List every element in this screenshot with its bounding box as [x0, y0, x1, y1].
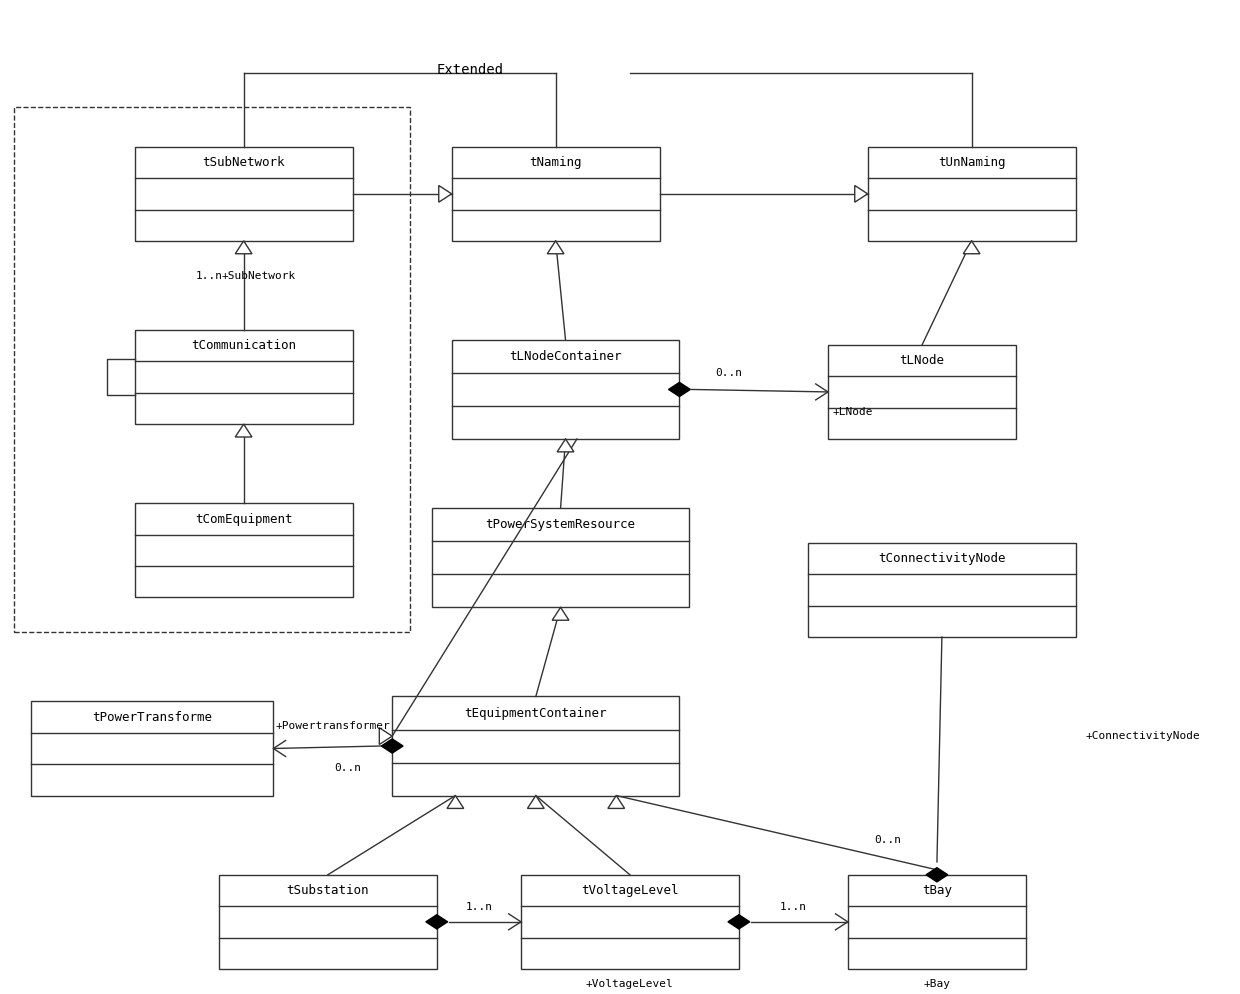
- Text: +ConnectivityNode: +ConnectivityNode: [1085, 732, 1200, 742]
- Text: tSubNetwork: tSubNetwork: [202, 156, 285, 169]
- Text: 0..n: 0..n: [334, 762, 361, 772]
- Bar: [868, 147, 1075, 241]
- Polygon shape: [527, 795, 544, 808]
- Bar: [848, 875, 1025, 969]
- Polygon shape: [425, 914, 448, 929]
- Text: 0..n: 0..n: [874, 835, 901, 845]
- Text: tUnNaming: tUnNaming: [937, 156, 1006, 169]
- Bar: [432, 508, 689, 607]
- Text: tSubstation: tSubstation: [286, 884, 370, 897]
- Text: tNaming: tNaming: [529, 156, 582, 169]
- Text: 0..n: 0..n: [715, 368, 743, 378]
- Polygon shape: [854, 186, 868, 202]
- Polygon shape: [608, 795, 625, 808]
- Bar: [808, 543, 1075, 637]
- Text: tBay: tBay: [923, 884, 952, 897]
- Bar: [135, 147, 352, 241]
- Text: tCommunication: tCommunication: [191, 339, 296, 352]
- Text: 1..n: 1..n: [780, 902, 807, 911]
- Polygon shape: [552, 607, 569, 620]
- Polygon shape: [446, 795, 464, 808]
- Text: tLNode: tLNode: [899, 354, 945, 367]
- Polygon shape: [381, 739, 403, 753]
- Polygon shape: [728, 914, 750, 929]
- Bar: [135, 330, 352, 424]
- Text: tLNodeContainer: tLNodeContainer: [510, 350, 621, 363]
- Bar: [14, 107, 410, 632]
- Polygon shape: [547, 241, 564, 253]
- Text: 1..n: 1..n: [196, 270, 222, 280]
- Text: +Powertransformer: +Powertransformer: [275, 722, 391, 732]
- Bar: [828, 345, 1017, 439]
- Text: tPowerTransforme: tPowerTransforme: [92, 711, 212, 724]
- Bar: [451, 340, 680, 439]
- Polygon shape: [926, 868, 947, 882]
- Polygon shape: [439, 186, 451, 202]
- Text: tPowerSystemResource: tPowerSystemResource: [486, 518, 636, 532]
- Polygon shape: [668, 383, 691, 397]
- Bar: [451, 147, 660, 241]
- Text: +VoltageLevel: +VoltageLevel: [587, 979, 673, 989]
- Text: +SubNetwork: +SubNetwork: [222, 270, 295, 280]
- Bar: [135, 503, 352, 597]
- Bar: [219, 875, 436, 969]
- Polygon shape: [379, 728, 392, 745]
- Text: tVoltageLevel: tVoltageLevel: [582, 884, 678, 897]
- Text: +Bay: +Bay: [924, 979, 950, 989]
- Text: tConnectivityNode: tConnectivityNode: [878, 552, 1006, 566]
- Text: 1..n: 1..n: [465, 902, 492, 911]
- Polygon shape: [236, 241, 252, 253]
- Text: tEquipmentContainer: tEquipmentContainer: [465, 707, 608, 720]
- Polygon shape: [236, 424, 252, 437]
- Polygon shape: [557, 439, 574, 452]
- Text: Extended: Extended: [436, 63, 503, 77]
- Bar: [521, 875, 739, 969]
- Bar: [31, 702, 273, 795]
- Text: tComEquipment: tComEquipment: [195, 513, 293, 526]
- Text: +LNode: +LNode: [833, 407, 873, 416]
- Polygon shape: [963, 241, 980, 253]
- Bar: [392, 697, 680, 795]
